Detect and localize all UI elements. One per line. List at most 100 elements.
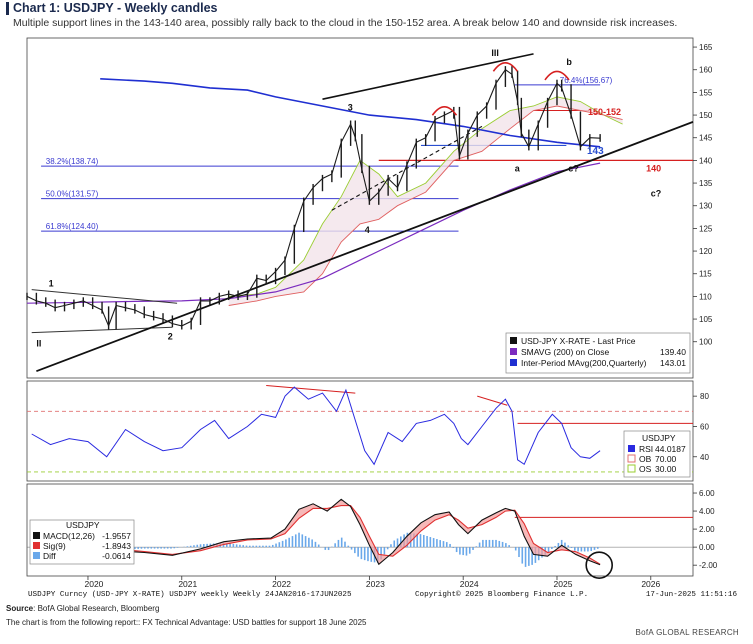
price-y-tick-label: 125 — [699, 224, 713, 233]
macd-highlight-circle — [585, 551, 613, 579]
bloomberg-status-line: USDJPY Curncy (USD-JPY X-RATE) USDJPY we… — [28, 590, 737, 599]
macd-line — [31, 498, 601, 566]
diff-legend-label: Diff — [43, 551, 56, 561]
price-y-tick-label: 100 — [699, 338, 713, 347]
rsi-y-tick-label: 60 — [700, 422, 709, 431]
label-150-152: 150-152 — [588, 107, 621, 117]
rsi-panel: 40 60 80 — [27, 385, 709, 473]
timestamp: 17-Jun-2025 11:51:16 — [646, 591, 738, 599]
fib-level-label: 38.2%(138.74) — [46, 157, 99, 166]
price-y-tick-label: 130 — [699, 202, 713, 211]
price-y-tick-label: 165 — [699, 43, 713, 52]
price-y-tick-label: 140 — [699, 156, 713, 165]
sig-legend-label: Sig(9) — [43, 541, 66, 551]
usdjpy-price-line — [26, 68, 601, 328]
copyright-line: Copyright© 2025 Bloomberg Finance L.P. — [415, 590, 588, 599]
cloud-lower-line — [228, 105, 623, 306]
brand-mark: BofA GLOBAL RESEARCH — [635, 628, 739, 637]
rsi-legend: USDJPY RSI 44.0187 OB 70.00 OS 30.00 — [623, 430, 691, 478]
macd-y-tick-label: -2.00 — [699, 561, 718, 570]
legend-price-label: USD-JPY X-RATE - Last Price — [521, 336, 636, 346]
wave-label-c-near: c? — [568, 164, 579, 174]
macd-legend-title: USDJPY — [66, 520, 100, 530]
wave-label-1: 1 — [49, 278, 54, 288]
rsi-legend-title: USDJPY — [642, 433, 676, 443]
price-y-tick-label: 145 — [699, 134, 713, 143]
x-tick-label: 2021 — [178, 579, 197, 589]
wave-label-4: 4 — [365, 225, 370, 235]
wave-label-3: 3 — [348, 103, 353, 113]
macd-legend-value: -1.9557 — [102, 531, 131, 541]
ichimoku-cloud — [228, 96, 623, 306]
top-arc — [544, 70, 570, 81]
wave-label-c-far: c? — [651, 189, 662, 199]
report-note: The chart is from the following report::… — [6, 618, 367, 627]
x-tick-label: 2024 — [460, 579, 479, 589]
legend-ma200q-label: Inter-Period MAvg(200,Quarterly) — [521, 358, 647, 368]
wave-label-iii: III — [491, 48, 499, 58]
macd-y-tick-label: 4.00 — [699, 507, 715, 516]
ob-legend-value: 70.00 — [655, 454, 677, 464]
price-y-tick-label: 155 — [699, 88, 713, 97]
wave-label-b: b — [566, 57, 572, 67]
fib-level-label: 61.8%(124.40) — [46, 222, 99, 231]
sig-legend-value: -1.8943 — [102, 541, 131, 551]
rsi-divergence-line-2 — [477, 395, 508, 406]
chart-subtitle: Multiple support lines in the 143-140 ar… — [13, 17, 678, 29]
macd-legend: USDJPY MACD(12,26) -1.9557 Sig(9) -1.894… — [29, 519, 135, 565]
wave-label-ii: II — [36, 338, 41, 348]
price-y-tick-label: 110 — [699, 292, 712, 301]
legend-sma-label: SMAVG (200) on Close — [521, 347, 609, 357]
cloud-upper-line — [228, 96, 623, 297]
source-line: Source: BofA Global Research, Bloomberg — [6, 604, 159, 613]
chart-title: Chart 1: USDJPY - Weekly candles — [6, 2, 217, 15]
price-y-tick-label: 105 — [699, 315, 713, 324]
price-y-tick-label: 135 — [699, 179, 713, 188]
legend-ma200q-value: 143.01 — [660, 358, 686, 368]
wave-label-a: a — [515, 164, 521, 174]
price-y-tick-label: 150 — [699, 111, 713, 120]
top-arc — [431, 105, 458, 116]
price-y-tick-label: 160 — [699, 66, 713, 75]
price-legend: USD-JPY X-RATE - Last Price SMAVG (200) … — [505, 332, 691, 374]
rsi-legend-label: RSI — [639, 444, 653, 454]
rsi-y-tick-label: 80 — [700, 392, 709, 401]
price-y-tick-label: 115 — [699, 270, 712, 279]
macd-y-tick-label: 2.00 — [699, 525, 715, 534]
price-panel-frame — [26, 37, 694, 379]
fib-level-label: 50.0%(131.57) — [46, 190, 99, 199]
rsi-legend-value: 44.0187 — [655, 444, 686, 454]
x-axis: 2020 2021 2022 2023 2024 2025 2026 — [85, 576, 661, 589]
x-tick-label: 2026 — [641, 579, 660, 589]
macd-y-tick-label: 0.00 — [699, 543, 715, 552]
source-label: Source — [6, 604, 34, 613]
label-140: 140 — [646, 164, 661, 174]
sma200-line — [26, 162, 601, 304]
rsi-panel-frame — [26, 380, 694, 482]
rsi-divergence-line-1 — [266, 385, 356, 394]
price-y-tick-label: 120 — [699, 247, 713, 256]
long-term-uptrend-line — [36, 121, 694, 373]
ticker-line: USDJPY Curncy (USD-JPY X-RATE) USDJPY we… — [28, 591, 352, 599]
macd-legend-label: MACD(12,26) — [43, 531, 95, 541]
upper-channel-line — [322, 53, 534, 100]
diff-legend-value: -0.0614 — [102, 551, 131, 561]
x-tick-label: 2023 — [366, 579, 385, 589]
ma200-quarterly-line — [100, 78, 601, 148]
source-text: : BofA Global Research, Bloomberg — [33, 604, 160, 613]
macd-panel-frame — [26, 483, 694, 577]
rsi-y-tick-label: 40 — [700, 453, 709, 462]
macd-y-tick-label: 6.00 — [699, 489, 715, 498]
label-143: 143 — [587, 146, 604, 157]
top-arc — [492, 62, 519, 72]
legend-sma-value: 139.40 — [660, 347, 686, 357]
rsi-line — [31, 386, 601, 466]
os-legend-value: 30.00 — [655, 464, 677, 474]
price-panel: 100 105 110 115 120 125 130 135 140 145 150 155 160 1… — [26, 43, 713, 373]
x-tick-label: 2025 — [554, 579, 573, 589]
x-tick-label: 2022 — [272, 579, 291, 589]
early-resistance-line — [31, 289, 178, 304]
fib-level-label: 76.4%(156.67) — [560, 76, 613, 85]
ob-legend-label: OB — [639, 454, 652, 464]
